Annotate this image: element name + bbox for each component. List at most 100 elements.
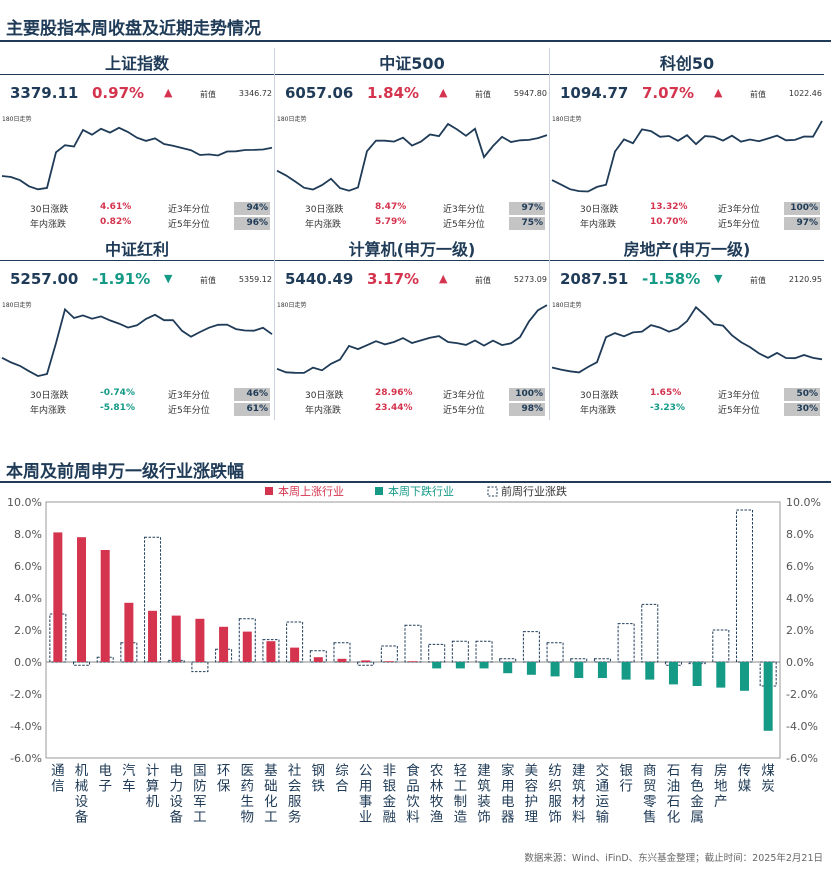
category-label: 建筑材料 [572, 763, 586, 826]
section-title-industry: 本周及前周申万一级行业涨跌幅 [6, 462, 244, 482]
stat-value: 28.96% [375, 388, 413, 398]
prev-week-bar [428, 643, 446, 663]
this-week-bar [668, 662, 678, 685]
stat-label: 30日涨跌 [580, 391, 619, 401]
category-label: 传媒 [738, 763, 752, 795]
close-price: 1094.77 [560, 84, 629, 102]
sparkline-180d [551, 305, 823, 374]
percentile-badge: 61% [234, 403, 270, 416]
stat-value: -0.74% [100, 388, 135, 398]
category-label: 轻工制造 [454, 763, 468, 826]
legend-entry: 本周下跌行业 [388, 484, 454, 498]
industry-underline [0, 481, 831, 483]
stat-label: 近5年分位 [168, 406, 210, 416]
up-triangle-icon: ▲ [439, 272, 448, 285]
stat-row-ytd: 年内涨跌 -3.23% 近5年分位 30% [550, 403, 824, 417]
prev-week-bar [191, 661, 209, 673]
stat-label: 近5年分位 [718, 220, 760, 230]
weekly-change: 3.17% [367, 270, 420, 288]
category-label: 商贸零售 [643, 763, 657, 826]
index-name: 计算机(申万一级) [348, 240, 476, 259]
stat-row-ytd: 年内涨跌 0.82% 近5年分位 96% [0, 217, 274, 231]
y-tick-label-right: -4.0% [786, 720, 818, 733]
this-week-bar [148, 610, 158, 662]
category-label: 钢铁 [312, 763, 326, 795]
this-week-bar [242, 631, 252, 662]
close-price: 6057.06 [285, 84, 354, 102]
prev-label: 前值 [750, 276, 766, 285]
weekly-change: 7.07% [642, 84, 695, 102]
index-underline [275, 260, 549, 261]
prev-value: 1022.46 [788, 89, 822, 98]
prev-week-bar [309, 650, 327, 663]
this-week-bar [432, 662, 442, 669]
sparkline-label: 180日走势 [552, 116, 582, 123]
category-label: 纺织服饰 [548, 763, 562, 826]
y-tick-label-right: 0.0% [786, 656, 814, 669]
stat-value: 10.70% [650, 217, 688, 227]
index-underline [550, 74, 824, 75]
category-label: 机械设备 [75, 763, 89, 826]
y-tick-label-right: 6.0% [786, 560, 814, 573]
category-label: 家用电器 [501, 762, 515, 826]
this-week-bar [124, 602, 134, 662]
stat-value: 23.44% [375, 403, 413, 413]
sparkline-label: 180日走势 [277, 302, 307, 309]
this-week-bar [455, 662, 465, 669]
stat-value: 13.32% [650, 202, 688, 212]
sparkline-path [276, 304, 548, 374]
y-tick-label-left: 0.0% [14, 656, 42, 669]
this-week-bar [621, 662, 631, 680]
category-label: 电子 [98, 763, 112, 795]
stat-row-30d: 30日涨跌 28.96% 近3年分位 100% [275, 388, 549, 402]
sparkline-180d [551, 120, 823, 193]
stat-label: 近3年分位 [168, 391, 210, 401]
index-underline [275, 74, 549, 75]
sparkline-path [276, 122, 548, 192]
sparkline-path [1, 126, 273, 191]
stat-label: 近3年分位 [718, 205, 760, 215]
up-triangle-icon: ▲ [439, 86, 448, 99]
prev-label: 前值 [200, 276, 216, 285]
stat-label: 近5年分位 [718, 406, 760, 416]
prev-week-bar [404, 624, 422, 663]
category-label: 基础化工 [264, 762, 278, 826]
stat-label: 30日涨跌 [305, 205, 344, 215]
prev-value: 5359.12 [238, 275, 272, 284]
category-label: 公用事业 [359, 763, 373, 826]
close-price: 3379.11 [10, 84, 79, 102]
stat-label: 年内涨跌 [580, 406, 617, 416]
prev-week-bar [380, 645, 398, 663]
percentile-badge: 97% [509, 202, 545, 215]
weekly-change: 0.97% [92, 84, 145, 102]
panel-divider [549, 234, 550, 420]
category-label: 环保 [217, 763, 231, 795]
prev-label: 前值 [475, 90, 491, 99]
sparkline-path [1, 307, 273, 378]
prev-week-bar [451, 640, 469, 663]
stat-label: 近3年分位 [718, 391, 760, 401]
y-tick-label-right: 10.0% [786, 496, 821, 509]
percentile-badge: 100% [784, 202, 820, 215]
close-price: 2087.51 [560, 270, 629, 288]
y-tick-label-left: 10.0% [7, 496, 42, 509]
this-week-bar [195, 618, 205, 662]
stat-value: -3.23% [650, 403, 685, 413]
this-week-bar [574, 662, 584, 678]
stat-row-ytd: 年内涨跌 23.44% 近5年分位 98% [275, 403, 549, 417]
sparkline-label: 180日走势 [277, 116, 307, 123]
percentile-badge: 30% [784, 403, 820, 416]
this-week-bar [219, 626, 229, 662]
stat-label: 年内涨跌 [305, 406, 342, 416]
this-week-bar [337, 658, 347, 662]
this-week-bar [384, 661, 394, 662]
this-week-bar [645, 662, 655, 680]
sparkline-180d [276, 304, 548, 374]
stat-label: 近5年分位 [168, 220, 210, 230]
this-week-bar [763, 662, 773, 731]
prev-label: 前值 [750, 90, 766, 99]
category-label: 通信 [51, 763, 65, 795]
y-tick-label-left: 6.0% [14, 560, 42, 573]
index-name: 中证红利 [104, 240, 169, 259]
category-label: 农林牧渔 [430, 763, 444, 826]
